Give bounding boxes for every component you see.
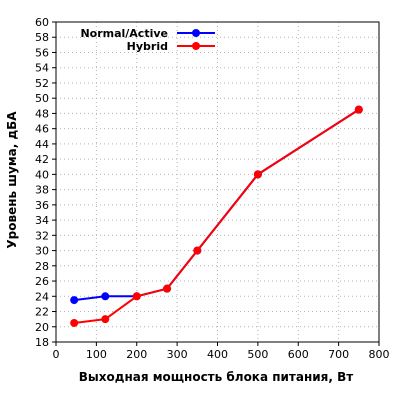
y-tick-label: 44 <box>35 138 49 151</box>
y-tick-label: 40 <box>35 168 49 181</box>
legend-label: Normal/Active <box>80 27 168 40</box>
y-tick-label: 38 <box>35 184 49 197</box>
y-tick-label: 48 <box>35 107 49 120</box>
y-tick-label: 34 <box>35 214 49 227</box>
data-point <box>253 170 262 179</box>
legend-swatch-marker <box>192 29 200 37</box>
x-tick-label: 400 <box>207 348 228 361</box>
y-tick-label: 22 <box>35 306 49 319</box>
y-tick-label: 52 <box>35 77 49 90</box>
y-tick-labels: 18 20 22 24 26 28 30 32 34 36 38 40 42 44 46 48 50 52 54 56… <box>35 16 49 349</box>
x-tick-labels: 0 100 200 300 400 500 600 700 800 <box>53 348 390 361</box>
y-tick-label: 18 <box>35 336 49 349</box>
y-tick-label: 30 <box>35 245 49 258</box>
data-point <box>193 246 202 255</box>
y-tick-label: 28 <box>35 260 49 273</box>
data-point <box>70 318 79 327</box>
y-tick-label: 36 <box>35 199 49 212</box>
y-tick-label: 54 <box>35 62 49 75</box>
y-tick-label: 50 <box>35 92 49 105</box>
data-point <box>132 292 141 301</box>
x-tick-label: 700 <box>328 348 349 361</box>
legend-swatch-marker <box>192 42 200 50</box>
y-tick-label: 46 <box>35 123 49 136</box>
y-tick-label: 20 <box>35 321 49 334</box>
x-tick-label: 100 <box>86 348 107 361</box>
data-point <box>163 284 172 293</box>
x-tick-label: 300 <box>167 348 188 361</box>
x-tick-label: 600 <box>288 348 309 361</box>
axes <box>52 21 380 346</box>
x-tick-label: 500 <box>247 348 268 361</box>
series-group <box>70 105 363 327</box>
x-tick-label: 0 <box>53 348 60 361</box>
y-tick-label: 24 <box>35 290 49 303</box>
data-point <box>354 105 363 114</box>
y-tick-label: 60 <box>35 16 49 29</box>
legend-label: Hybrid <box>127 40 168 53</box>
x-tick-label: 200 <box>126 348 147 361</box>
x-tick-label: 800 <box>369 348 390 361</box>
y-tick-label: 56 <box>35 46 49 59</box>
data-point <box>70 296 79 305</box>
y-tick-label: 26 <box>35 275 49 288</box>
y-axis-label: Уровень шума, дБА <box>5 111 19 249</box>
data-point <box>101 315 110 324</box>
y-tick-label: 32 <box>35 229 49 242</box>
grid <box>56 22 379 342</box>
series-1 <box>70 105 363 327</box>
x-axis-label: Выходная мощность блока питания, Вт <box>79 370 354 384</box>
data-point <box>101 292 110 301</box>
y-tick-label: 42 <box>35 153 49 166</box>
y-tick-label: 58 <box>35 31 49 44</box>
